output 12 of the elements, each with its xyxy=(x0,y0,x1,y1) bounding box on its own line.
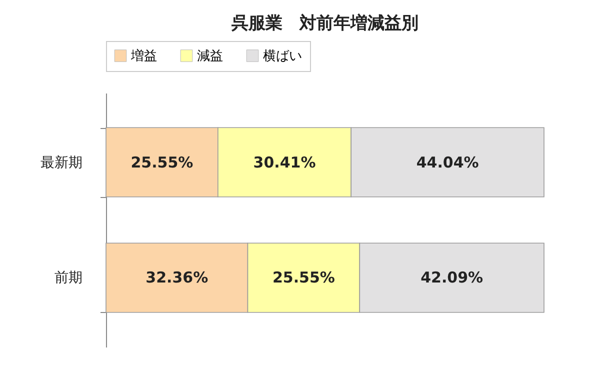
data-label: 42.09% xyxy=(420,268,484,287)
y-tick-label: 最新期 xyxy=(40,154,82,171)
data-label: 32.36% xyxy=(146,268,208,287)
data-label: 30.41% xyxy=(253,153,316,172)
chart-title: 呉服業 対前年増減益別 xyxy=(230,12,418,34)
legend-label: 減益 xyxy=(197,48,223,64)
data-label: 25.55% xyxy=(130,153,194,172)
y-tick-label: 前期 xyxy=(54,270,82,286)
legend-label: 増益 xyxy=(130,48,157,64)
data-label: 44.04% xyxy=(416,153,479,172)
data-label: 25.55% xyxy=(272,268,335,287)
legend-label: 横ばい xyxy=(263,48,302,64)
